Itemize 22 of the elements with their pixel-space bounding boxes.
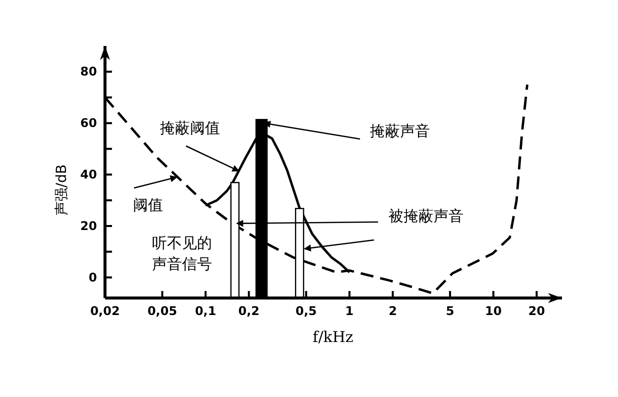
x-tick-label: 0,1: [194, 304, 216, 318]
annotation: 掩蔽声音: [370, 122, 430, 140]
y-tick-label: 40: [80, 168, 97, 182]
y-tick-label: 80: [80, 64, 97, 79]
x-tick-label: 0,2: [238, 304, 260, 318]
y-tick-label: 0: [88, 270, 97, 284]
annotation: 被掩蔽声音: [388, 207, 464, 225]
x-tick-label: 5: [446, 304, 454, 318]
annotation: 掩蔽阈值: [160, 119, 220, 137]
y-axis-title: 声强/dB: [54, 164, 70, 216]
x-tick-label: 20: [528, 304, 546, 318]
x-tick-label: 0,05: [147, 304, 178, 318]
x-tick-label: 2: [388, 304, 397, 318]
x-axis-title: f/kHz: [312, 328, 354, 346]
x-tick-label: 0,02: [90, 304, 120, 318]
annotation: 阈值: [133, 196, 163, 214]
x-tick-label: 10: [484, 304, 502, 318]
x-tick-label: 0,5: [296, 304, 317, 318]
y-tick-label: 60: [80, 116, 97, 130]
y-tick-label: 20: [80, 219, 97, 233]
x-tick-label: 1: [345, 304, 354, 318]
annotation: 听不见的声音信号: [152, 234, 212, 273]
